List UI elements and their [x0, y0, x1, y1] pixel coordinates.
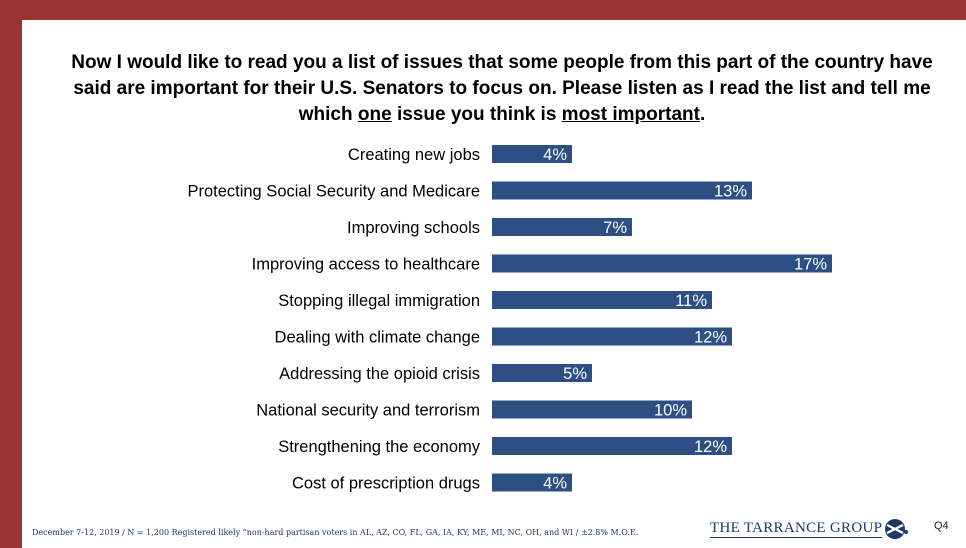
bar	[492, 218, 632, 236]
bar	[492, 400, 692, 419]
slide: Now I would like to read you a list of i…	[22, 20, 966, 548]
bar-value-label: 5%	[563, 365, 587, 383]
category-label: Stopping illegal immigration	[278, 292, 480, 310]
category-label: Addressing the opioid crisis	[279, 365, 480, 383]
category-label: Improving access to healthcare	[252, 256, 480, 274]
bar-value-label: 4%	[543, 146, 567, 164]
bar-value-label: 10%	[654, 402, 687, 420]
brand-logo-block: THE TARRANCE GROUP	[710, 518, 910, 540]
category-label: Creating new jobs	[348, 146, 480, 164]
title-text-2: issue you think is	[391, 104, 562, 125]
bar	[492, 254, 832, 273]
tarrance-globe-icon	[885, 519, 909, 539]
bar-value-label: 12%	[694, 329, 727, 347]
bar	[492, 291, 712, 309]
title-text-1: Now I would like to read you a list of i…	[71, 52, 933, 125]
category-label: Improving schools	[347, 219, 480, 237]
category-label: Cost of prescription drugs	[292, 475, 480, 493]
bar	[492, 473, 572, 492]
bar-chart: Creating new jobs 4% Protecting Social Sec…	[187, 145, 832, 493]
bar	[492, 327, 732, 346]
slide-number: Q4	[934, 520, 949, 532]
bar	[492, 364, 592, 382]
bar	[492, 437, 732, 455]
title-emphasis-one: one	[357, 104, 392, 125]
title-text-3: .	[699, 104, 706, 125]
question-title: Now I would like to read you a list of i…	[62, 50, 942, 128]
category-label: Dealing with climate change	[275, 329, 480, 347]
category-label: Protecting Social Security and Medicare	[187, 183, 480, 201]
bar	[492, 145, 572, 163]
bar-value-label: 4%	[543, 475, 567, 493]
bar	[492, 181, 752, 200]
category-label: National security and terrorism	[256, 402, 480, 420]
title-emphasis-most-important: most important	[561, 104, 700, 125]
bar-value-label: 12%	[694, 438, 727, 456]
methodology-footnote: December 7-12, 2019 / N = 1,200 Register…	[32, 528, 639, 537]
bar-value-label: 7%	[603, 219, 627, 237]
bar-value-label: 13%	[714, 183, 747, 201]
bar-value-label: 17%	[794, 256, 827, 274]
brand-name: THE TARRANCE GROUP	[710, 520, 883, 538]
bar-value-label: 11%	[675, 292, 707, 310]
category-label: Strengthening the economy	[278, 438, 481, 456]
